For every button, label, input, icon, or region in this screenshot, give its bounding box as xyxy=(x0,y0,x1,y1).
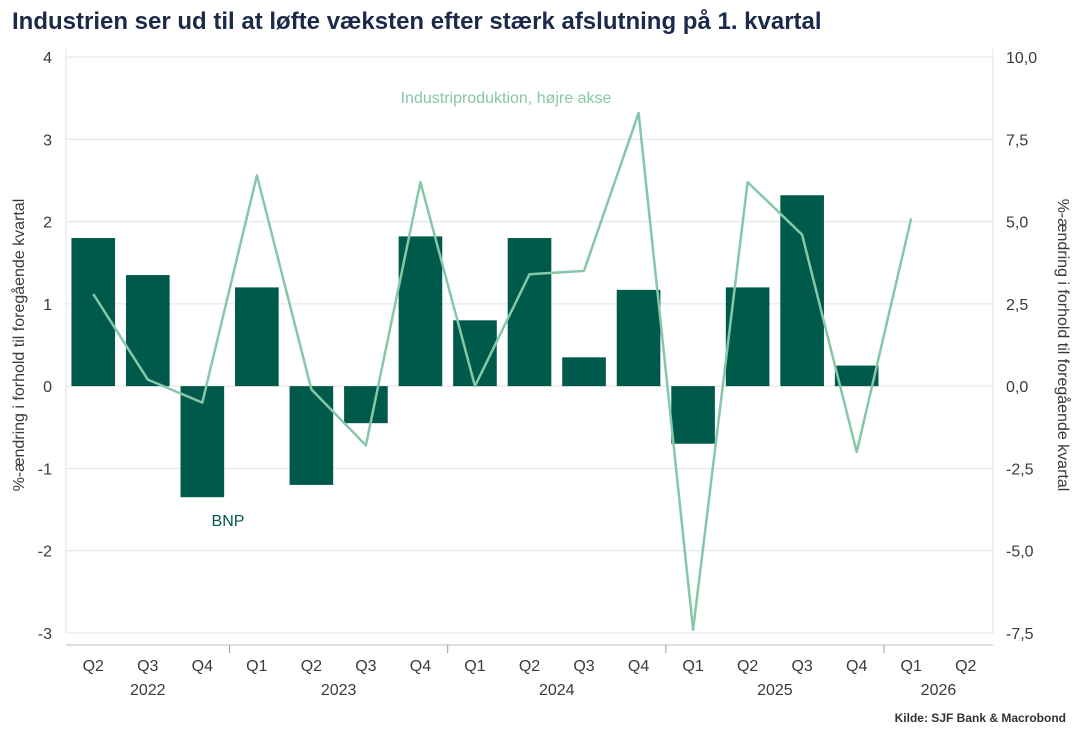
x-tick-label: Q2 xyxy=(301,658,322,675)
bar-bnp xyxy=(398,236,443,387)
x-tick-label: Q3 xyxy=(355,658,376,675)
x-year-label: 2023 xyxy=(321,682,357,699)
x-tick-label: Q4 xyxy=(410,658,431,675)
y-left-axis-title: %-ændring i forhold til foregående kvart… xyxy=(10,199,28,492)
bar-bnp xyxy=(562,357,606,387)
x-tick-label: Q3 xyxy=(137,658,158,675)
bar-bnp xyxy=(616,289,661,387)
bar-bnp xyxy=(507,238,552,387)
bar-bnp xyxy=(671,386,715,444)
y-left-tick-label: 1 xyxy=(43,297,52,314)
bar-bnp xyxy=(834,365,879,387)
y-left-tick-label: -2 xyxy=(38,544,52,561)
line-industriproduktion xyxy=(92,111,913,631)
source-note: Kilde: SJF Bank & Macrobond xyxy=(894,711,1066,725)
x-tick-label: Q2 xyxy=(519,658,540,675)
x-tick-label: Q1 xyxy=(682,658,703,675)
bar-bnp xyxy=(125,275,170,387)
x-tick-label: Q3 xyxy=(573,658,594,675)
x-year-label: 2025 xyxy=(757,682,793,699)
x-tick-label: Q1 xyxy=(901,658,922,675)
y-left-tick-label: 0 xyxy=(43,379,52,396)
y-left-tick-label: 2 xyxy=(43,215,52,232)
x-tick-label: Q1 xyxy=(464,658,485,675)
x-tick-label: Q2 xyxy=(955,658,976,675)
chart-title: Industrien ser ud til at løfte væksten e… xyxy=(12,8,822,35)
y-right-tick-label: 0,0 xyxy=(1006,379,1028,396)
series-labels: BNP Industriproduktion, højre akse xyxy=(212,90,612,530)
x-year-label: 2024 xyxy=(539,682,575,699)
grid-lines xyxy=(66,56,993,634)
y-right-tick-label: 7,5 xyxy=(1006,132,1028,149)
bar-bnp xyxy=(71,238,116,387)
bar-bnp xyxy=(180,386,225,498)
x-tick-label: Q2 xyxy=(83,658,104,675)
x-tick-label: Q4 xyxy=(628,658,649,675)
industry-line xyxy=(92,111,913,631)
x-tick-label: Q4 xyxy=(192,658,213,675)
y-right-tick-label: 5,0 xyxy=(1006,215,1028,232)
axes: 4 10,0 3 7,5 2 5,0 1 2,5 0 0,0 -1 -2,5 -2 -5,0 -3 -7,5 2… xyxy=(10,49,1072,699)
x-tick-label: Q2 xyxy=(737,658,758,675)
y-left-tick-label: -3 xyxy=(38,626,52,643)
x-year-label: 2026 xyxy=(921,682,957,699)
bnp-bars xyxy=(71,195,879,498)
series-label-bnp: BNP xyxy=(212,513,245,530)
bar-bnp xyxy=(235,287,279,387)
bar-bnp xyxy=(289,386,334,485)
y-right-tick-label: -2,5 xyxy=(1006,461,1034,478)
y-right-tick-label: 2,5 xyxy=(1006,297,1028,314)
y-right-tick-label: -5,0 xyxy=(1006,544,1034,561)
y-left-tick-label: 3 xyxy=(43,132,52,149)
y-left-tick-label: 4 xyxy=(43,50,52,67)
series-label-industriproduktion: Industriproduktion, højre akse xyxy=(401,90,612,107)
x-tick-label: Q4 xyxy=(846,658,867,675)
x-year-label: 2022 xyxy=(130,682,166,699)
bar-bnp xyxy=(344,386,388,424)
x-tick-label: Q3 xyxy=(791,658,812,675)
y-right-tick-label: 10,0 xyxy=(1006,50,1037,67)
x-tick-label: Q1 xyxy=(246,658,267,675)
y-left-tick-label: -1 xyxy=(38,461,52,478)
y-right-tick-label: -7,5 xyxy=(1006,626,1034,643)
y-right-axis-title: %-ændring i forhold til foregående kvart… xyxy=(1054,199,1072,492)
